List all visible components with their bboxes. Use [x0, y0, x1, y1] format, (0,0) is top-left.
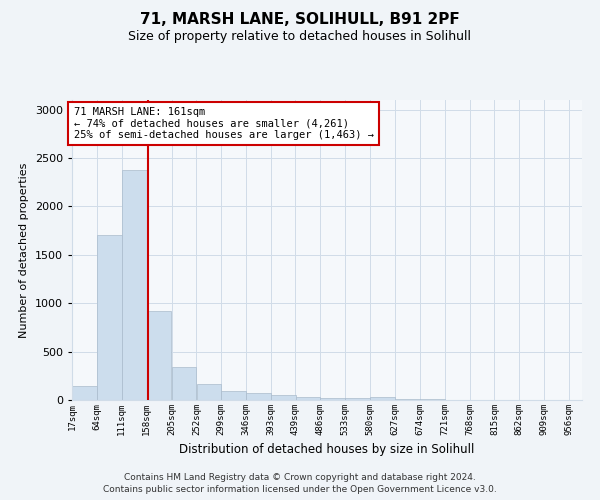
- Text: Size of property relative to detached houses in Solihull: Size of property relative to detached ho…: [128, 30, 472, 43]
- Y-axis label: Number of detached properties: Number of detached properties: [19, 162, 29, 338]
- Text: Contains public sector information licensed under the Open Government Licence v3: Contains public sector information licen…: [103, 485, 497, 494]
- Bar: [221, 392, 246, 400]
- Bar: [147, 311, 172, 400]
- Bar: [246, 392, 271, 400]
- Bar: [320, 398, 345, 400]
- Bar: [345, 398, 370, 400]
- Text: 71, MARSH LANE, SOLIHULL, B91 2PF: 71, MARSH LANE, SOLIHULL, B91 2PF: [140, 12, 460, 28]
- Bar: [122, 170, 146, 400]
- Bar: [370, 397, 395, 400]
- Bar: [271, 395, 296, 400]
- Bar: [197, 384, 221, 400]
- Text: Contains HM Land Registry data © Crown copyright and database right 2024.: Contains HM Land Registry data © Crown c…: [124, 472, 476, 482]
- Bar: [395, 399, 419, 400]
- Bar: [420, 399, 445, 400]
- Bar: [296, 396, 320, 400]
- Text: Distribution of detached houses by size in Solihull: Distribution of detached houses by size …: [179, 442, 475, 456]
- Text: 71 MARSH LANE: 161sqm
← 74% of detached houses are smaller (4,261)
25% of semi-d: 71 MARSH LANE: 161sqm ← 74% of detached …: [74, 107, 374, 140]
- Bar: [97, 236, 122, 400]
- Bar: [72, 386, 97, 400]
- Bar: [172, 366, 196, 400]
